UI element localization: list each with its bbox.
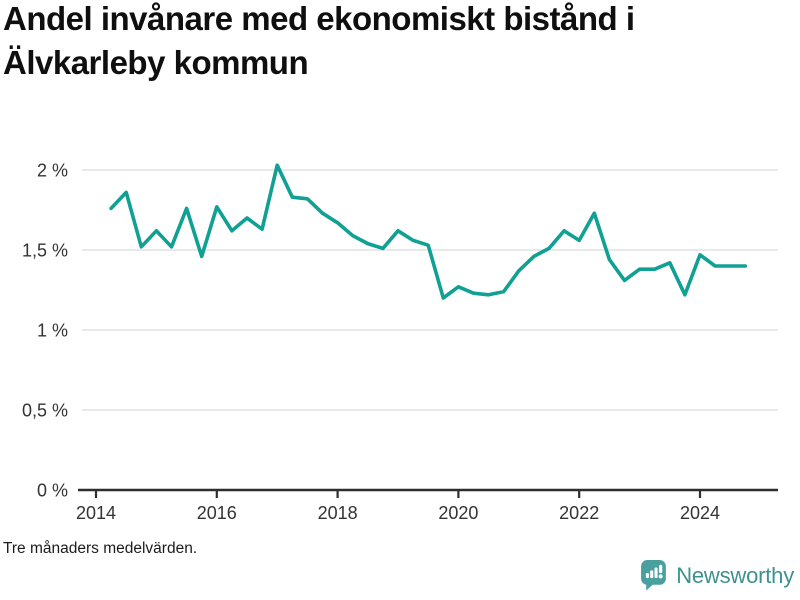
trend-line (109, 163, 748, 300)
y-tick-label: 1 % (37, 321, 68, 341)
y-tick-label: 0 % (37, 481, 68, 501)
x-tick-label: 2020 (438, 503, 478, 523)
x-tick-label: 2014 (76, 503, 116, 523)
chart-footnote: Tre månaders medelvärden. (3, 540, 198, 557)
x-tick-label: 2022 (559, 503, 599, 523)
x-tick-label: 2018 (318, 503, 358, 523)
chart-title: Andel invånare med ekonomiskt bistånd i … (3, 0, 635, 81)
newsworthy-logo[interactable]: Newsworthy (641, 560, 794, 591)
x-tick-label: 2024 (680, 503, 720, 523)
newsworthy-speech-bubble-bar-chart-icon (641, 560, 667, 591)
y-tick-label: 0,5 % (22, 401, 68, 421)
y-tick-label: 1,5 % (22, 241, 68, 261)
x-tick-label: 2016 (197, 503, 237, 523)
newsworthy-wordmark: Newsworthy (676, 562, 794, 588)
y-tick-label: 2 % (37, 161, 68, 181)
